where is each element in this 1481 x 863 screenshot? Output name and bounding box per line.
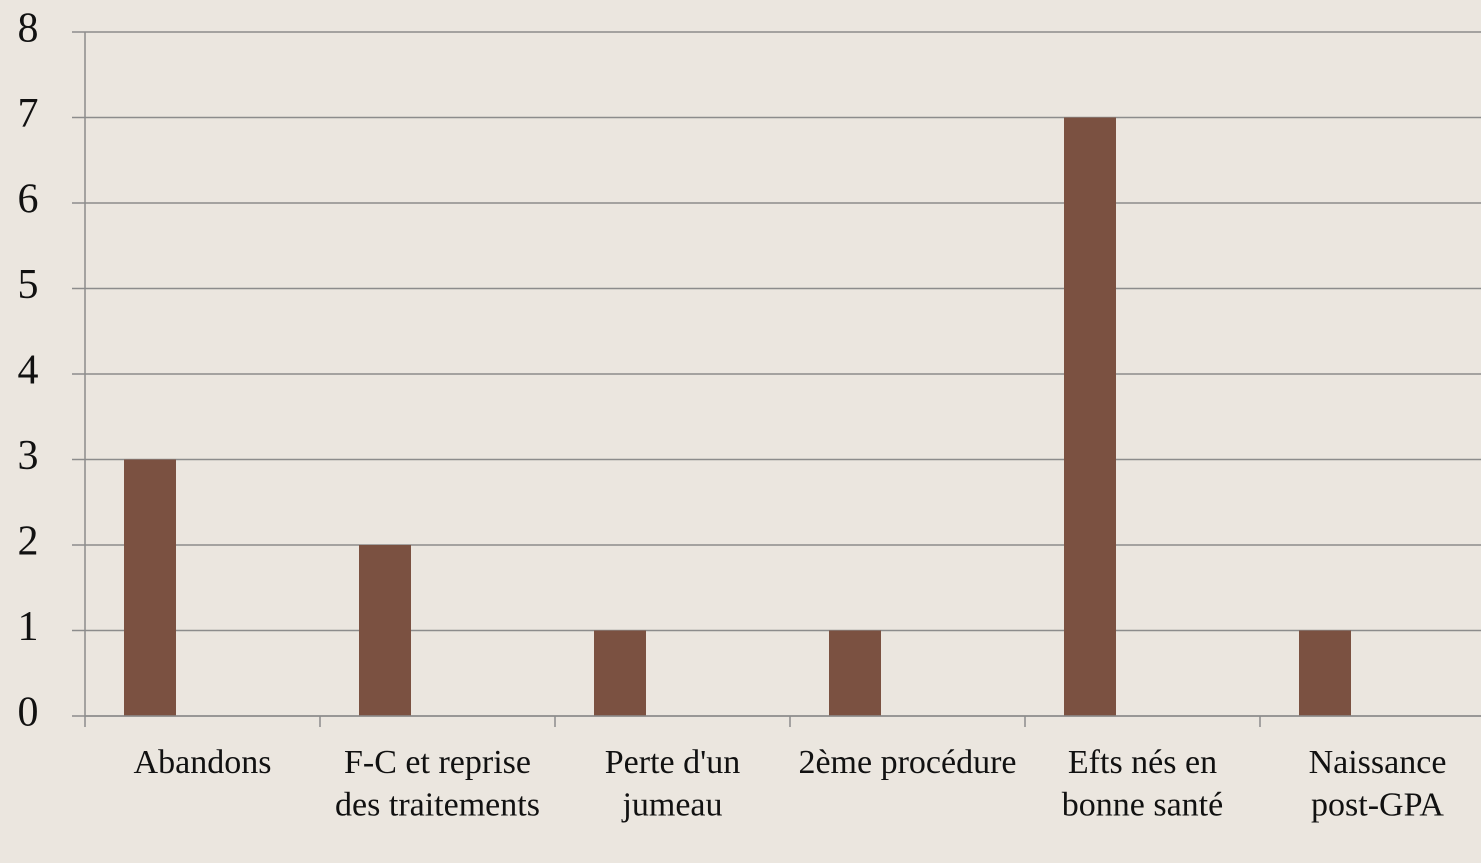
bar bbox=[1064, 117, 1116, 716]
y-tick-label: 7 bbox=[18, 91, 39, 137]
x-tick-label: 2ème procédure bbox=[798, 744, 1016, 781]
y-tick-label: 4 bbox=[18, 348, 39, 394]
y-tick-label: 1 bbox=[18, 604, 39, 650]
x-tick-label: Naissance post-GPA bbox=[1309, 744, 1447, 824]
bar bbox=[359, 545, 411, 716]
x-tick-label: Perte d'un jumeau bbox=[605, 744, 741, 824]
y-tick-label: 6 bbox=[18, 177, 39, 223]
x-tick-label: Efts nés en bonne santé bbox=[1062, 744, 1223, 824]
y-tick-label: 2 bbox=[18, 519, 39, 565]
bar bbox=[594, 630, 646, 716]
x-tick-label: F-C et reprise des traitements bbox=[335, 744, 540, 824]
bar bbox=[829, 630, 881, 716]
y-tick-label: 0 bbox=[18, 690, 39, 736]
bar bbox=[1299, 630, 1351, 716]
bar bbox=[124, 459, 176, 716]
y-tick-label: 8 bbox=[18, 6, 39, 52]
x-tick-label: Abandons bbox=[134, 744, 272, 781]
y-tick-label: 3 bbox=[18, 433, 39, 479]
y-tick-label: 5 bbox=[18, 262, 39, 308]
